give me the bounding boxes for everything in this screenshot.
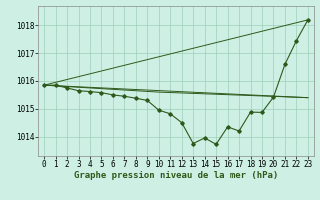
X-axis label: Graphe pression niveau de la mer (hPa): Graphe pression niveau de la mer (hPa) bbox=[74, 171, 278, 180]
